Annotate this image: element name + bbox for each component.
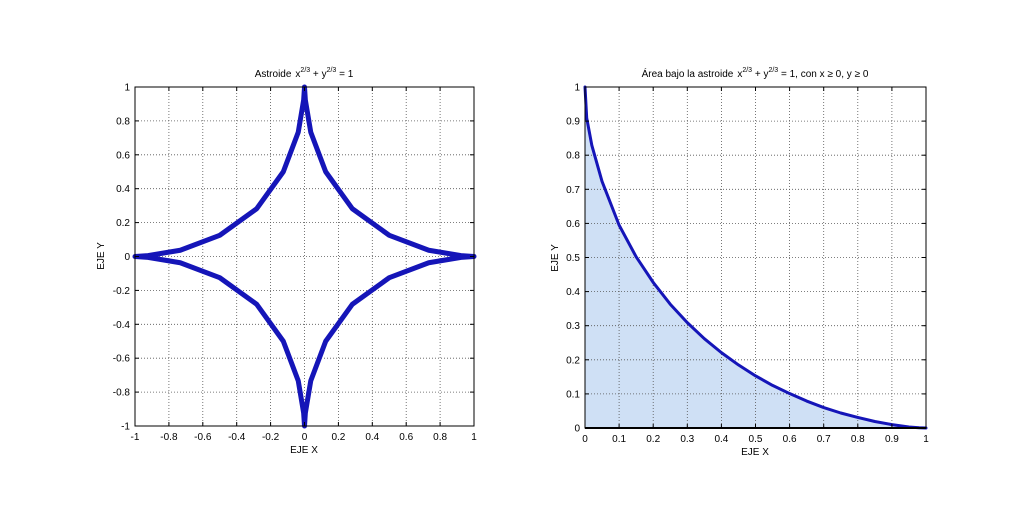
y-tick-label: 0 [574, 424, 580, 435]
astroid-area-chart: 0 0.1 0.2 0.3 0.4 0.5 0.6 0.7 0.8 0.9 1 0 0.1 0.2 0.3 0… [550, 67, 929, 458]
chart-title: Área bajo la astroide x2/3 + y2/3 = 1, co… [642, 67, 869, 80]
y-tick-label: 0.1 [566, 389, 580, 400]
y-tick-label: 0.4 [116, 184, 130, 195]
x-tick-label: 1 [471, 432, 477, 443]
y-tick-label: 0.8 [116, 116, 130, 127]
y-tick-label: -1 [121, 422, 130, 433]
y-tick-label: 1 [574, 83, 580, 94]
y-tick-label: -0.6 [113, 354, 131, 365]
x-tick-label: -0.6 [194, 432, 212, 443]
x-tick-label: 0 [302, 432, 308, 443]
y-tick-label: 0.8 [566, 151, 580, 162]
x-tick-label: 0.8 [433, 432, 447, 443]
x-tick-label: 0.9 [885, 434, 899, 445]
chart-title: Astroide x2/3 + y2/3 = 1 [255, 67, 354, 80]
x-tick-label: 0.8 [851, 434, 865, 445]
x-tick-label: -1 [131, 432, 140, 443]
x-tick-label: -0.8 [160, 432, 178, 443]
x-tick-label: 0.4 [714, 434, 728, 445]
grid [135, 87, 474, 426]
x-tick-label: 0 [582, 434, 588, 445]
x-tick-label: 0.5 [749, 434, 763, 445]
y-tick-label: 0.9 [566, 117, 580, 128]
x-tick-label: 0.6 [783, 434, 797, 445]
x-tick-label: -0.4 [228, 432, 246, 443]
x-tick-label: 0.6 [399, 432, 413, 443]
x-tick-label: 1 [923, 434, 929, 445]
ticks: 0 0.1 0.2 0.3 0.4 0.5 0.6 0.7 0.8 0.9 1 0 0.1 0.2 0.3 0… [566, 83, 929, 446]
y-tick-label: 0.3 [566, 321, 580, 332]
ticks: -1 -0.8 -0.6 -0.4 -0.2 0 0.2 0.4 0.6 0.8 1 -1 -0.8 -0… [113, 83, 477, 444]
x-tick-label: 0.3 [680, 434, 694, 445]
x-tick-label: 0.2 [331, 432, 345, 443]
series-layer [585, 87, 926, 428]
x-tick-label: 0.2 [646, 434, 660, 445]
x-axis-label: EJE X [741, 447, 769, 458]
y-tick-label: 0.7 [566, 185, 580, 196]
series-line [583, 85, 928, 430]
y-axis-label: EJE Y [96, 242, 107, 270]
x-tick-label: -0.2 [262, 432, 280, 443]
y-tick-label: 0.2 [566, 355, 580, 366]
x-axis-label: EJE X [290, 445, 318, 456]
x-tick-label: 0.7 [817, 434, 831, 445]
y-tick-label: 1 [124, 83, 130, 94]
y-tick-label: 0.2 [116, 218, 130, 229]
y-tick-label: -0.2 [113, 286, 131, 297]
y-tick-label: 0 [124, 252, 130, 263]
x-tick-label: 0.1 [612, 434, 626, 445]
area-fill [585, 87, 926, 428]
y-tick-label: 0.4 [566, 287, 580, 298]
y-tick-label: -0.8 [113, 388, 131, 399]
y-tick-label: 0.5 [566, 253, 580, 264]
astroid-chart: -1 -0.8 -0.6 -0.4 -0.2 0 0.2 0.4 0.6 0.8 1 -1 -0.8 -0… [96, 67, 477, 456]
y-tick-label: 0.6 [116, 150, 130, 161]
y-tick-label: 0.6 [566, 219, 580, 230]
y-axis-label: EJE Y [550, 244, 561, 272]
x-tick-label: 0.4 [365, 432, 379, 443]
y-tick-label: -0.4 [113, 320, 131, 331]
